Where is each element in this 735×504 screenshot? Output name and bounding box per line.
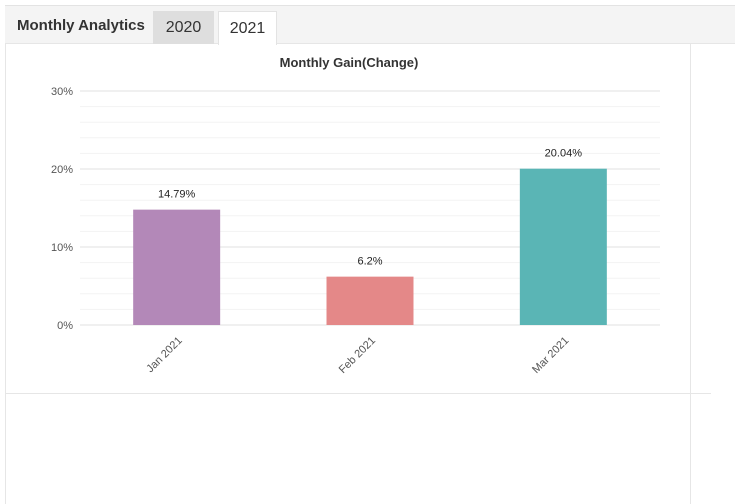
data-label: 14.79% bbox=[158, 189, 196, 201]
data-label: 20.04% bbox=[545, 148, 583, 160]
bar-feb-2021[interactable] bbox=[326, 276, 414, 325]
y-tick-label: 0% bbox=[57, 320, 73, 332]
panel-left-border bbox=[5, 44, 6, 504]
data-labels: 14.79% 6.2% 20.04% bbox=[158, 148, 582, 268]
y-tick-label: 30% bbox=[51, 86, 73, 98]
tab-bar: Monthly Analytics 2020 2021 bbox=[5, 6, 735, 45]
y-tick-label: 10% bbox=[51, 242, 73, 254]
x-tick-label: Mar 2021 bbox=[530, 335, 571, 376]
data-label: 6.2% bbox=[357, 256, 382, 268]
widget-title: Monthly Analytics bbox=[17, 17, 145, 34]
bar-jan-2021[interactable] bbox=[133, 209, 221, 325]
x-tick-label: Jan 2021 bbox=[144, 335, 184, 375]
y-tick-label: 20% bbox=[51, 164, 73, 176]
tab-2021[interactable]: 2021 bbox=[218, 11, 277, 45]
panel-right-border bbox=[690, 44, 691, 504]
y-axis-ticks: 0% 10% 20% 30% bbox=[51, 86, 73, 332]
top-divider bbox=[5, 5, 735, 6]
chart-title: Monthly Gain(Change) bbox=[280, 55, 419, 70]
bar-mar-2021[interactable] bbox=[519, 168, 607, 325]
x-tick-label: Feb 2021 bbox=[337, 335, 378, 376]
x-axis-ticks: Jan 2021 Feb 2021 Mar 2021 bbox=[144, 335, 571, 376]
bars bbox=[133, 168, 607, 325]
panel-bottom-border bbox=[5, 393, 711, 394]
tab-2020[interactable]: 2020 bbox=[153, 11, 214, 44]
